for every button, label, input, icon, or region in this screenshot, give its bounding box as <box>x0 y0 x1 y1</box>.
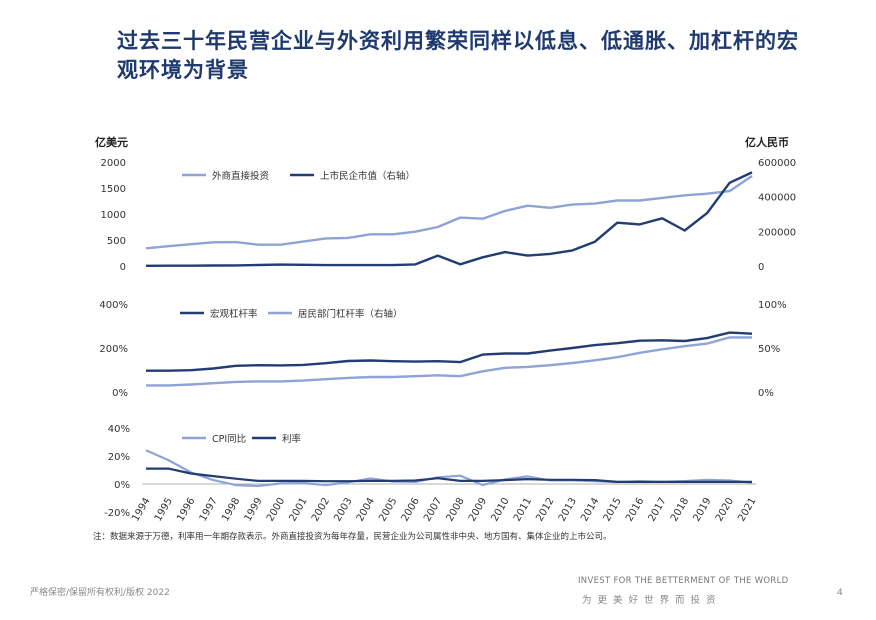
chart-cpi-rate: 40% 20% 0% -20% CPI同比 利率 <box>104 424 756 519</box>
x-tick-label: 2019 <box>691 496 713 524</box>
x-tick-label: 2012 <box>534 496 556 524</box>
series-line-居民部门杠杆率右轴 <box>146 336 752 387</box>
legend-label-居民部门杠杆率右轴: 居民部门杠杆率（右轴） <box>298 308 403 320</box>
x-tick-label: 1999 <box>243 496 265 524</box>
x-axis-year-labels: 1994 1995 1996 1997 1998 1999 2000 2001 2002 2003… <box>130 496 758 524</box>
right-axis-tick-label: 0% <box>758 388 774 399</box>
x-tick-label: 2021 <box>736 496 758 524</box>
left-axis-tick-label: 1500 <box>101 184 126 195</box>
x-tick-label: 2015 <box>602 496 624 524</box>
x-tick-label: 2000 <box>265 496 287 524</box>
x-tick-label: 2007 <box>422 496 444 524</box>
left-axis-tick-label: 20% <box>108 452 130 463</box>
x-tick-label: 2020 <box>714 496 736 524</box>
brand-slogan-cn: 为更美好世界而投资 <box>582 595 722 606</box>
x-tick-label: 2002 <box>310 496 332 524</box>
series-line-上市民企市值右轴 <box>145 171 753 267</box>
x-tick-label: 2004 <box>355 496 377 524</box>
x-tick-label: 2010 <box>489 496 511 524</box>
left-axis-tick-label: 200% <box>99 344 128 355</box>
x-tick-label: 2003 <box>332 496 354 524</box>
x-tick-label: 1994 <box>130 496 152 524</box>
x-tick-label: 2013 <box>557 496 579 524</box>
legend-label-利率: 利率 <box>282 433 302 445</box>
x-tick-label: 1995 <box>153 496 175 524</box>
legend-label-上市民企市值右轴: 上市民企市值（右轴） <box>320 170 415 182</box>
left-axis-tick-label: 500 <box>107 236 126 247</box>
x-tick-label: 2009 <box>467 496 489 524</box>
series-line-宏观杠杆率 <box>146 331 753 372</box>
right-axis-tick-label: 200000 <box>758 227 796 238</box>
left-axis-tick-label: 0 <box>120 262 126 273</box>
left-axis-tick-label: 0% <box>112 388 128 399</box>
left-axis-tick-label: 400% <box>99 300 128 311</box>
x-tick-label: 2018 <box>669 496 691 524</box>
page-number: 4 <box>837 588 843 598</box>
x-tick-label: 2017 <box>647 496 669 524</box>
left-axis-tick-label: -20% <box>104 508 130 519</box>
left-axis-tick-label: 1000 <box>101 210 126 221</box>
legend-label-外商直接投资: 外商直接投资 <box>212 170 270 182</box>
x-tick-label: 2006 <box>400 496 422 524</box>
series-line-利率 <box>146 467 752 483</box>
x-tick-label: 1998 <box>220 496 242 524</box>
page-title: 过去三十年民营企业与外资利用繁荣同样以低息、低通胀、加杠杆的宏观环境为背景 <box>117 28 799 82</box>
right-axis-tick-label: 600000 <box>758 158 796 169</box>
right-axis-tick-label: 100% <box>758 300 787 311</box>
left-axis-tick-label: 40% <box>108 424 130 435</box>
x-tick-label: 2011 <box>512 496 534 524</box>
x-tick-label: 1996 <box>175 496 197 524</box>
x-tick-label: 2008 <box>445 496 467 524</box>
right-axis-tick-label: 50% <box>758 344 780 355</box>
legend-label-宏观杠杆率: 宏观杠杆率 <box>210 308 258 320</box>
left-axis-tick-label: 0% <box>114 480 130 491</box>
x-tick-label: 1997 <box>198 496 220 524</box>
right-axis-tick-label: 0 <box>758 262 764 273</box>
series-line-外商直接投资 <box>145 175 753 250</box>
left-axis-unit: 亿美元 <box>95 135 128 149</box>
copyright-text: 严格保密/保留所有权利/版权 2022 <box>30 588 170 598</box>
brand-slogan-en: INVEST FOR THE BETTERMENT OF THE WORLD <box>578 576 789 586</box>
x-tick-label: 2014 <box>579 496 601 524</box>
chart-note: 注：数据来源于万德，利率用一年期存款表示。外商直接投资为每年存量，民营企业为公司… <box>93 532 612 542</box>
legend-label-CPI同比: CPI同比 <box>212 433 246 445</box>
x-tick-label: 2016 <box>624 496 646 524</box>
x-tick-label: 2005 <box>377 496 399 524</box>
right-axis-tick-label: 400000 <box>758 193 796 204</box>
chart-fdi-market-cap: 亿美元 亿人民币 2000 1500 1000 500 0 600000 400000 20000… <box>95 135 796 273</box>
chart-leverage: 400% 200% 0% 100% 50% 0% 宏观杠杆率 居民部门杠杆率（右轴） <box>99 300 786 399</box>
left-axis-tick-label: 2000 <box>101 158 126 169</box>
right-axis-unit: 亿人民币 <box>745 135 789 149</box>
x-tick-label: 2001 <box>287 496 309 524</box>
